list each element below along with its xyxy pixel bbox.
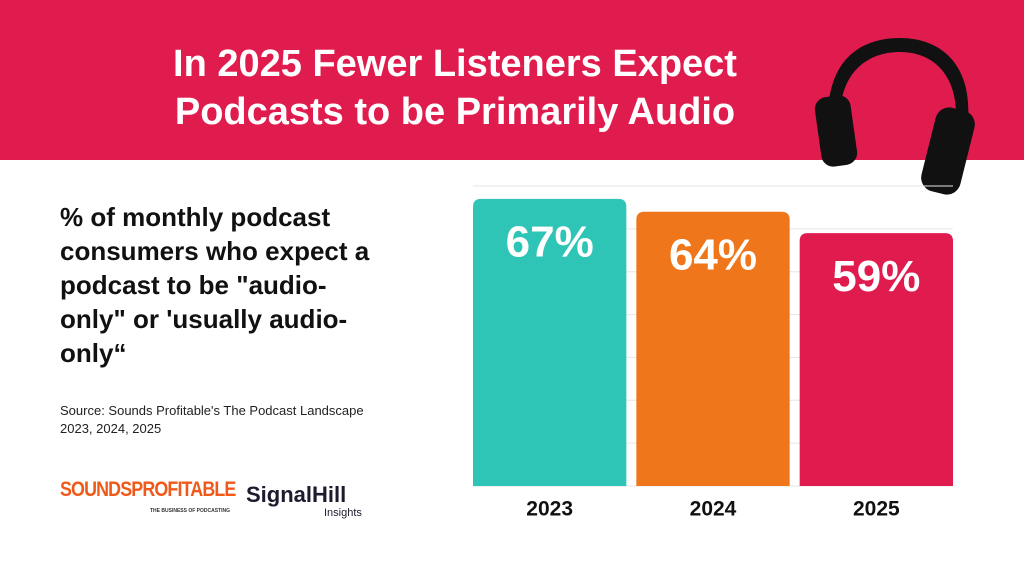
bar	[473, 198, 627, 486]
logo-signal-hill: SignalHill	[246, 482, 347, 507]
bar	[799, 233, 953, 486]
subtitle: % of monthly podcast consumers who expec…	[60, 202, 370, 368]
bar	[636, 211, 790, 486]
x-tick-label: 2023	[526, 498, 573, 521]
x-tick-label: 2024	[690, 498, 737, 521]
x-tick-label: 2025	[853, 498, 900, 521]
source: Source: Sounds Profitable's The Podcast …	[60, 403, 364, 436]
value-label: 64%	[669, 230, 757, 279]
logo-tagline: THE BUSINESS OF PODCASTING	[150, 508, 231, 514]
logo-signal-hill-sub: Insights	[324, 507, 362, 519]
chart-title: In 2025 Fewer Listeners Expect Podcasts …	[173, 43, 737, 133]
value-label: 59%	[832, 252, 920, 301]
logo-sounds-profitable: SOUNDSPROFITABLE	[60, 478, 236, 501]
headphones-icon	[814, 38, 975, 195]
value-label: 67%	[506, 217, 594, 266]
